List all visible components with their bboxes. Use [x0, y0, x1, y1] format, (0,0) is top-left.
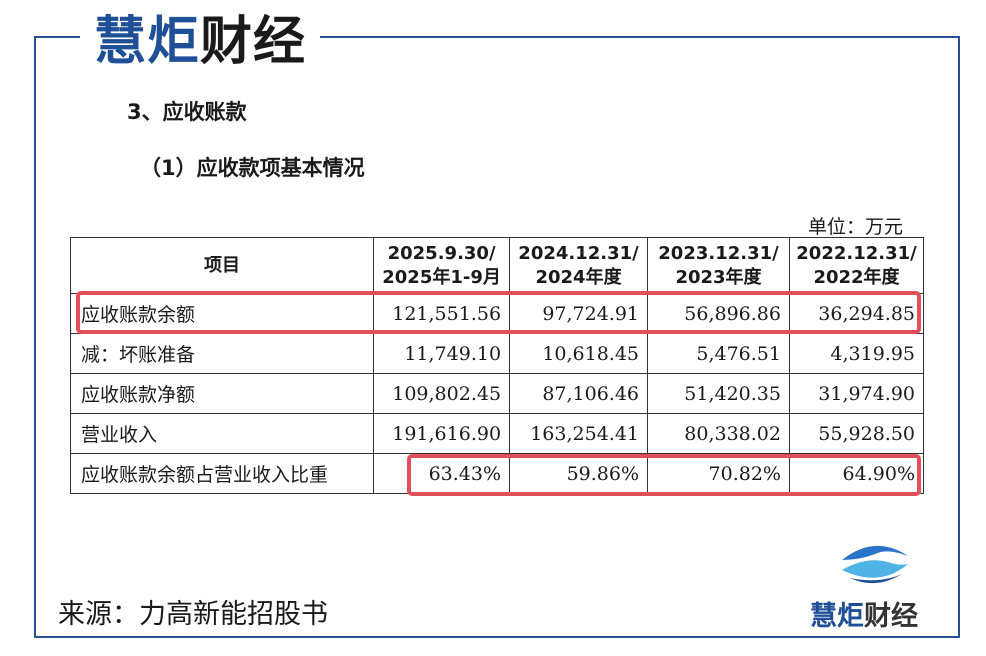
- cell-value: 70.82%: [647, 453, 790, 494]
- unit-label: 单位：万元: [808, 216, 904, 238]
- row-label: 应收账款净额: [69, 373, 375, 414]
- table-header-row: 项目 2025.9.30/2025年1-9月 2024.12.31/2024年度…: [69, 237, 925, 294]
- cell-value: 191,616.90: [373, 413, 511, 454]
- brand-name-part2: 财经: [200, 11, 307, 72]
- header-date: 2024.12.31/: [518, 242, 639, 264]
- brand-wordmark: 慧炬财经: [810, 594, 918, 633]
- table-row: 营业收入 191,616.90 163,254.41 80,338.02 55,…: [69, 413, 925, 454]
- brand-mark-icon: [842, 545, 908, 584]
- header-date: 2022.12.31/: [796, 242, 917, 264]
- section-title: 3、应收账款: [127, 100, 247, 124]
- header-period: 2025.9.30/2025年1-9月: [373, 237, 511, 294]
- header-date: 2023.12.31/: [658, 242, 779, 264]
- document-frame: [34, 36, 960, 638]
- header-period-label: 2024年度: [535, 266, 622, 288]
- highlight-box-receivables-row: [76, 291, 921, 334]
- header-period: 2022.12.31/2022年度: [788, 237, 925, 294]
- cell-value: 10,618.45: [509, 333, 649, 374]
- source-note: 来源：力高新能招股书: [58, 599, 328, 630]
- header-period-label: 2022年度: [813, 266, 900, 288]
- table-row: 减：坏账准备 11,749.10 10,618.45 5,476.51 4,31…: [69, 333, 925, 374]
- brand-logo-bottom: 慧炬财经: [804, 538, 944, 632]
- header-date: 2025.9.30/: [387, 242, 496, 264]
- brand-name-part2: 财经: [864, 601, 918, 632]
- row-label: 营业收入: [69, 413, 375, 454]
- cell-value: 109,802.45: [373, 373, 511, 414]
- cell-value: 11,749.10: [373, 333, 511, 374]
- header-label: 项目: [204, 254, 241, 276]
- header-item: 项目: [69, 237, 375, 294]
- header-period-label: 2025年1-9月: [382, 266, 501, 288]
- brand-logo-top: 慧炬 财经: [80, 4, 321, 72]
- cell-value: 87,106.46: [509, 373, 649, 414]
- cell-value: 80,338.02: [647, 413, 790, 454]
- brand-name-part1: 慧炬: [94, 11, 201, 72]
- header-period: 2024.12.31/2024年度: [509, 237, 649, 294]
- brand-name-part1: 慧炬: [810, 601, 864, 632]
- row-label: 减：坏账准备: [69, 333, 375, 374]
- cell-value: 4,319.95: [788, 333, 925, 374]
- header-period: 2023.12.31/2023年度: [647, 237, 790, 294]
- cell-value: 163,254.41: [509, 413, 649, 454]
- receivables-table: 项目 2025.9.30/2025年1-9月 2024.12.31/2024年度…: [69, 237, 925, 494]
- table-row: 应收账款余额占营业收入比重 63.43% 59.86% 70.82% 64.90…: [69, 453, 925, 494]
- cell-value: 51,420.35: [647, 373, 790, 414]
- cell-value: 5,476.51: [647, 333, 790, 374]
- cell-value: 63.43%: [373, 453, 511, 494]
- cell-value: 31,974.90: [788, 373, 925, 414]
- cell-value: 36,294.85: [788, 293, 925, 334]
- table-row: 应收账款净额 109,802.45 87,106.46 51,420.35 31…: [69, 373, 925, 414]
- header-period-label: 2023年度: [675, 266, 762, 288]
- cell-value: 55,928.50: [788, 413, 925, 454]
- highlight-box-ratio-values: [407, 454, 921, 496]
- sub-title: （1）应收款项基本情况: [140, 156, 365, 180]
- row-label: 应收账款余额占营业收入比重: [69, 453, 375, 494]
